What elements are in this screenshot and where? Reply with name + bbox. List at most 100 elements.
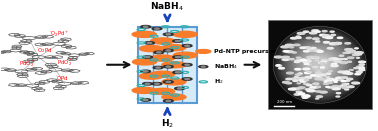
Circle shape (304, 63, 309, 64)
Text: $\mathsf{^{\cdot}PdO_2^-}$: $\mathsf{^{\cdot}PdO_2^-}$ (18, 60, 35, 69)
Circle shape (349, 69, 353, 70)
Circle shape (299, 79, 307, 81)
Circle shape (310, 75, 315, 76)
Circle shape (345, 49, 353, 51)
Circle shape (150, 38, 175, 44)
Ellipse shape (280, 32, 360, 98)
Circle shape (132, 87, 156, 93)
Circle shape (317, 51, 323, 52)
Circle shape (146, 83, 150, 84)
Circle shape (289, 59, 294, 60)
Circle shape (294, 77, 299, 78)
Circle shape (276, 65, 282, 66)
Circle shape (300, 77, 305, 79)
Circle shape (354, 67, 359, 69)
Ellipse shape (276, 29, 364, 101)
Circle shape (295, 69, 301, 70)
Circle shape (166, 81, 170, 82)
Circle shape (331, 65, 338, 67)
Circle shape (285, 44, 293, 46)
Circle shape (163, 33, 173, 36)
Circle shape (343, 73, 347, 74)
Circle shape (304, 80, 309, 81)
Circle shape (346, 73, 353, 74)
Circle shape (293, 44, 300, 46)
Circle shape (321, 66, 325, 67)
Circle shape (302, 97, 308, 98)
Circle shape (358, 72, 362, 73)
Circle shape (281, 46, 289, 48)
Ellipse shape (290, 40, 349, 89)
Bar (138, 27, 197, 103)
Circle shape (330, 31, 334, 32)
Circle shape (332, 63, 337, 65)
Ellipse shape (309, 56, 331, 74)
Circle shape (313, 75, 320, 77)
Circle shape (166, 100, 170, 101)
Ellipse shape (293, 43, 347, 87)
Circle shape (340, 62, 347, 64)
Circle shape (327, 48, 333, 49)
Circle shape (139, 73, 163, 79)
Circle shape (177, 88, 182, 89)
Ellipse shape (306, 54, 333, 76)
Circle shape (301, 81, 306, 82)
Circle shape (173, 31, 197, 37)
Circle shape (320, 62, 326, 64)
Circle shape (347, 61, 352, 62)
Circle shape (304, 31, 308, 32)
Circle shape (356, 71, 362, 73)
Circle shape (304, 51, 309, 52)
Circle shape (299, 79, 306, 81)
Circle shape (308, 49, 315, 50)
Circle shape (305, 77, 311, 78)
Circle shape (147, 42, 152, 43)
Circle shape (305, 47, 311, 48)
Ellipse shape (279, 31, 361, 99)
Circle shape (347, 57, 354, 59)
Circle shape (144, 42, 154, 44)
Circle shape (337, 37, 343, 39)
Ellipse shape (289, 39, 351, 90)
Circle shape (346, 51, 355, 53)
Text: $\mathsf{^{\cdot}PdO_2^-}$: $\mathsf{^{\cdot}PdO_2^-}$ (56, 58, 74, 68)
Ellipse shape (288, 38, 352, 91)
Circle shape (316, 41, 320, 42)
Circle shape (294, 61, 299, 62)
Circle shape (173, 56, 183, 58)
Circle shape (166, 34, 170, 35)
Circle shape (321, 59, 329, 61)
Circle shape (300, 59, 306, 61)
Circle shape (308, 64, 311, 65)
Circle shape (297, 83, 300, 84)
Circle shape (282, 81, 289, 83)
Circle shape (347, 78, 353, 80)
Circle shape (150, 88, 175, 94)
Ellipse shape (310, 57, 330, 73)
Circle shape (307, 90, 315, 92)
Circle shape (296, 37, 301, 39)
Ellipse shape (305, 52, 335, 77)
Circle shape (324, 42, 329, 43)
Circle shape (199, 66, 208, 68)
Circle shape (185, 45, 189, 46)
Circle shape (323, 35, 330, 36)
Circle shape (359, 69, 365, 71)
Circle shape (153, 66, 163, 69)
Circle shape (319, 62, 324, 63)
Circle shape (306, 37, 311, 39)
Ellipse shape (284, 35, 356, 94)
Ellipse shape (304, 51, 336, 78)
Ellipse shape (301, 49, 339, 80)
Circle shape (305, 72, 310, 73)
Circle shape (342, 87, 349, 89)
Circle shape (313, 56, 318, 58)
Circle shape (294, 94, 300, 95)
Circle shape (152, 83, 162, 85)
Circle shape (339, 55, 344, 56)
Circle shape (340, 59, 343, 60)
Circle shape (341, 78, 345, 79)
Circle shape (274, 56, 282, 58)
Circle shape (162, 62, 186, 68)
Circle shape (144, 71, 148, 72)
